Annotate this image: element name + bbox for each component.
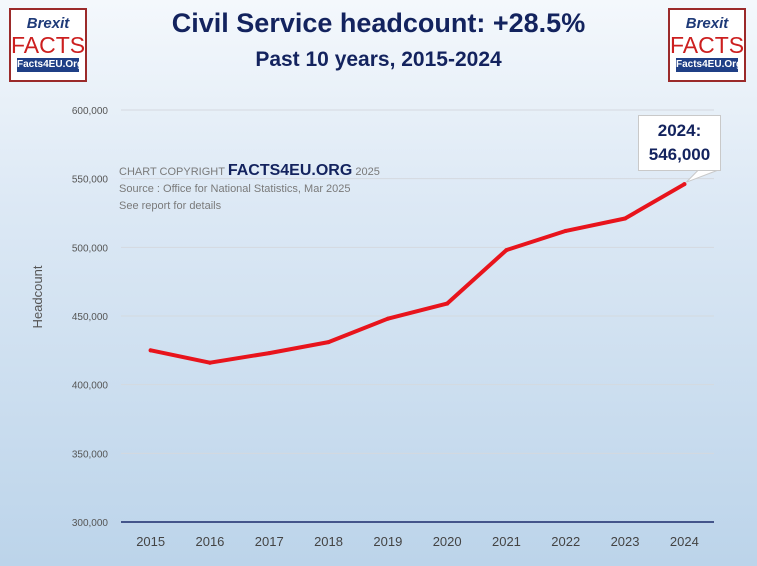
chart-title: Civil Service headcount: +28.5%: [171, 8, 586, 38]
source-line: Source : Office for National Statistics,…: [119, 183, 351, 195]
chart-subtitle: Past 10 years, 2015-2024: [255, 48, 502, 71]
y-tick-label: 300,000: [72, 518, 109, 529]
data-point: [623, 216, 628, 221]
x-tick-label: 2016: [195, 534, 224, 549]
y-axis-label: Headcount: [30, 265, 45, 328]
x-tick-label: 2018: [314, 534, 343, 549]
y-tick-label: 600,000: [72, 106, 109, 117]
callout-value: 546,000: [648, 145, 711, 164]
logo-line-facts: FACTS: [670, 32, 745, 58]
x-tick-label: 2024: [670, 534, 699, 549]
data-point: [682, 182, 687, 187]
y-tick-label: 450,000: [72, 312, 109, 323]
callout-pointer: [685, 169, 719, 183]
x-tick-label: 2017: [255, 534, 284, 549]
x-tick-label: 2019: [373, 534, 402, 549]
y-tick-label: 550,000: [72, 175, 109, 186]
y-tick-labels: 300,000 350,000 400,000 450,000 500,000 550,0…: [72, 106, 109, 529]
logo-line-brexit: Brexit: [685, 15, 729, 32]
x-tick-labels: 2015 2016 2017 2018 2019 2020 2021 2022 2023 2024: [136, 534, 699, 549]
copyright-line: CHART COPYRIGHT FACTS4EU.ORG 2025: [119, 162, 380, 181]
y-tick-label: 350,000: [72, 449, 109, 460]
callout-2024: 2024: 546,000: [638, 115, 721, 171]
logo-line-brexit: Brexit: [26, 15, 70, 32]
logo-line-url: Facts4EU.Org: [17, 58, 84, 72]
data-point: [385, 316, 390, 321]
data-point: [326, 340, 331, 345]
x-tick-label: 2015: [136, 534, 165, 549]
data-point: [148, 348, 153, 353]
x-tick-label: 2023: [611, 534, 640, 549]
data-point: [563, 228, 568, 233]
series-line-headcount: [148, 182, 687, 365]
x-tick-label: 2022: [551, 534, 580, 549]
y-tick-label: 500,000: [72, 243, 109, 254]
data-point: [445, 301, 450, 306]
data-point: [504, 248, 509, 253]
data-point: [267, 351, 272, 356]
copyright-brand: FACTS4EU.ORG: [227, 162, 353, 179]
data-points: [148, 182, 687, 365]
copyright-year: 2025: [355, 166, 380, 178]
data-point: [207, 360, 212, 365]
logo-line-url: Facts4EU.Org: [676, 58, 743, 72]
x-tick-label: 2020: [433, 534, 462, 549]
brexit-facts-logo-left: Brexit FACTS Facts4EU.Org: [9, 8, 87, 82]
brexit-facts-logo-right: Brexit FACTS Facts4EU.Org: [668, 8, 746, 82]
callout-label: 2024:: [657, 121, 702, 140]
gridlines: [121, 109, 714, 454]
note-line: See report for details: [119, 200, 222, 212]
copyright-block: CHART COPYRIGHT FACTS4EU.ORG 2025 Source…: [119, 162, 380, 215]
y-tick-label: 400,000: [72, 381, 109, 392]
copyright-prefix: CHART COPYRIGHT: [119, 166, 225, 178]
logo-line-facts: FACTS: [11, 32, 86, 58]
x-tick-label: 2021: [492, 534, 521, 549]
